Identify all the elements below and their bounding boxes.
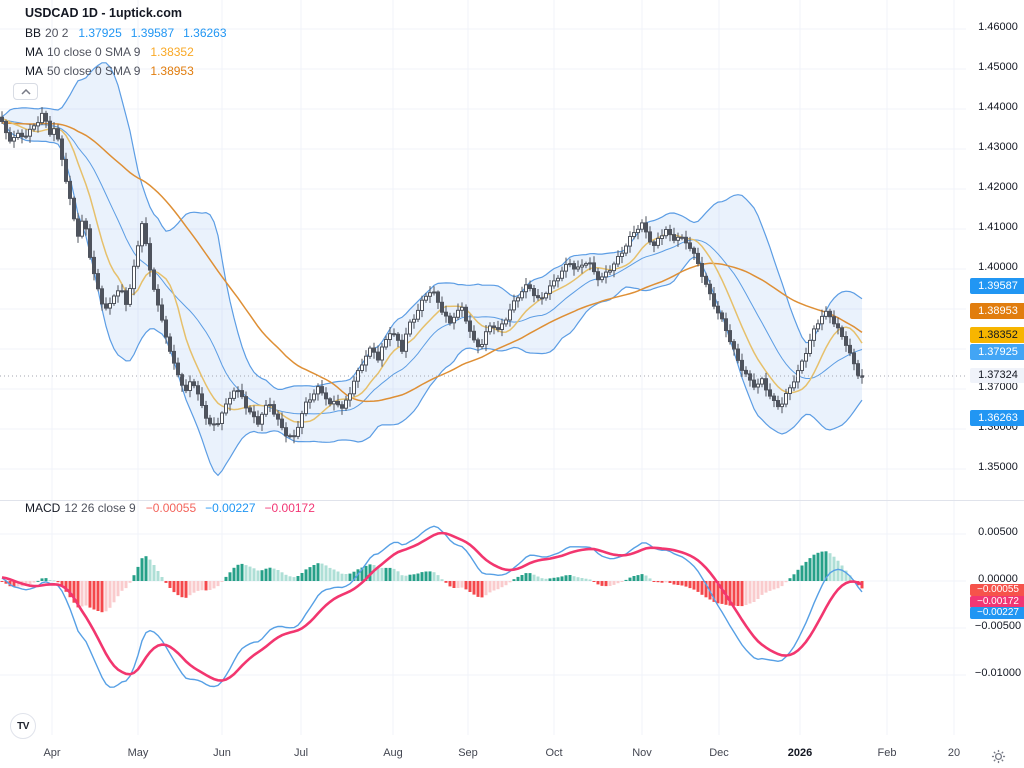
time-axis-label: Nov xyxy=(632,747,652,759)
price-axis-label: 1.46000 xyxy=(978,21,1018,33)
price-axis-label: 1.37000 xyxy=(978,381,1018,393)
collapse-pane-button[interactable] xyxy=(13,83,38,100)
price-axis-label: 1.45000 xyxy=(978,61,1018,73)
macd-line-value: −0.00227 xyxy=(205,501,256,515)
macd-params: 12 26 close 9 xyxy=(64,501,136,515)
ma50-label: MA xyxy=(25,64,43,78)
macd-axis-label: 0.00500 xyxy=(978,526,1018,538)
gear-icon xyxy=(991,749,1005,763)
bb-label: BB xyxy=(25,26,42,40)
price-axis-label: 1.41000 xyxy=(978,221,1018,233)
legend-ma10: MA 10 close 0 SMA 9 1.38352 xyxy=(25,45,203,59)
time-axis-label: Jun xyxy=(213,747,231,759)
settings-gear-button[interactable] xyxy=(988,746,1008,766)
current-price-label: 1.37324 xyxy=(970,368,1024,384)
price-axis-label: 1.35000 xyxy=(978,461,1018,473)
macd-axis-label: 0.00000 xyxy=(978,573,1018,585)
macd-axis-label: −0.01000 xyxy=(974,667,1022,679)
legend-macd: MACD 12 26 close 9 −0.00055 −0.00227 −0.0017… xyxy=(25,501,324,515)
bb-lower-value: 1.36263 xyxy=(183,26,227,40)
macd-label: MACD xyxy=(25,501,61,515)
price-axis-label: 1.42000 xyxy=(978,181,1018,193)
time-axis-label: 2026 xyxy=(787,747,813,759)
time-axis-label: Sep xyxy=(458,747,478,759)
macd-hist-badge: −0.00055 xyxy=(970,584,1024,596)
macd-signal-value: −0.00172 xyxy=(264,501,315,515)
chevron-up-icon xyxy=(20,88,31,95)
ma50-badge: 1.38953 xyxy=(970,302,1024,319)
ma50-params: 50 close 0 SMA 9 xyxy=(47,64,141,78)
bb-params: 20 2 xyxy=(45,26,69,40)
ma10-value: 1.38352 xyxy=(150,45,194,59)
ma10-badge: 1.38352 xyxy=(970,326,1024,343)
bb-upper-value: 1.39587 xyxy=(130,26,175,40)
time-axis-label: Dec xyxy=(709,747,729,759)
ma10-label: MA xyxy=(25,45,43,59)
bb-basis-value: 1.37925 xyxy=(78,26,122,40)
time-axis-label: Apr xyxy=(43,747,61,759)
legend-bollinger: BB 20 2 1.37925 1.39587 1.36263 xyxy=(25,26,236,40)
ma50-value: 1.38953 xyxy=(150,64,194,78)
time-axis-label: May xyxy=(127,747,149,759)
time-axis[interactable]: Apr May Jun Jul Aug Sep Oct Nov Dec 2026 Feb 20 xyxy=(0,735,1024,768)
bb-lower-badge: 1.36263 xyxy=(970,410,1024,427)
macd-axis-label: −0.00500 xyxy=(974,620,1022,632)
symbol-title: USDCAD 1D - 1uptick.com xyxy=(25,6,182,20)
bb-basis-badge: 1.37925 xyxy=(970,344,1024,360)
price-axis-label: 1.43000 xyxy=(978,141,1018,153)
macd-signal-badge: −0.00172 xyxy=(970,595,1024,608)
tradingview-logo[interactable]: TV xyxy=(10,713,36,739)
macd-hist-value: −0.00055 xyxy=(145,501,197,515)
legend-ma50: MA 50 close 0 SMA 9 1.38953 xyxy=(25,64,203,78)
bb-upper-badge: 1.39587 xyxy=(970,277,1024,294)
ma10-params: 10 close 0 SMA 9 xyxy=(47,45,141,59)
price-axis-label: 1.40000 xyxy=(978,261,1018,273)
time-axis-label: Jul xyxy=(293,747,309,759)
price-axis-label: 1.44000 xyxy=(978,101,1018,113)
time-axis-label: 20 xyxy=(947,747,961,759)
macd-line-badge: −0.00227 xyxy=(970,607,1024,619)
time-axis-label: Feb xyxy=(877,747,897,759)
time-axis-label: Oct xyxy=(545,747,563,759)
time-axis-label: Aug xyxy=(383,747,403,759)
